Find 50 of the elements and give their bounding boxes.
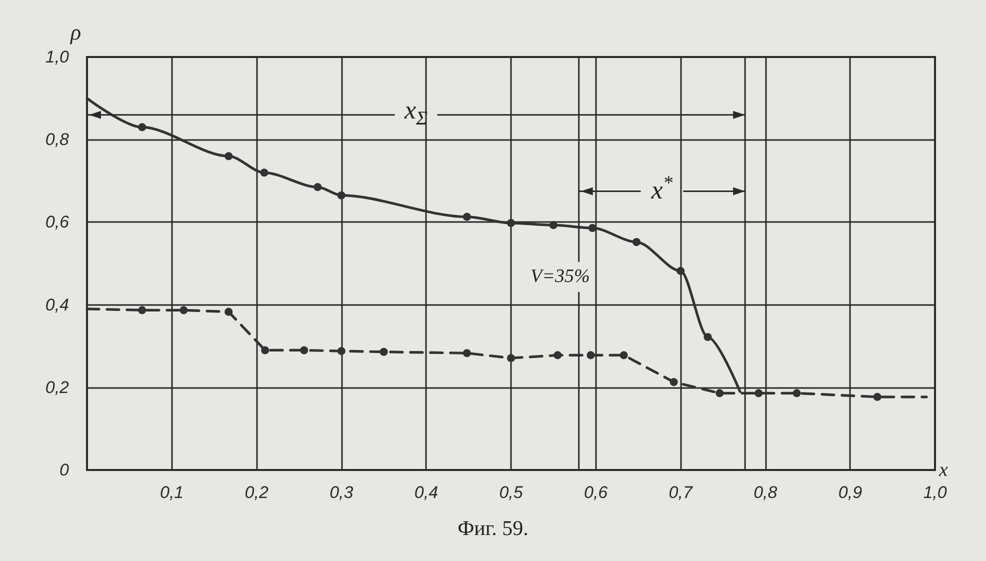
x-tick-label: 1,0 bbox=[923, 483, 948, 502]
point bbox=[754, 389, 763, 398]
point bbox=[554, 351, 562, 360]
point bbox=[507, 354, 515, 362]
point bbox=[261, 346, 270, 354]
point bbox=[138, 306, 146, 314]
point bbox=[314, 183, 322, 192]
point bbox=[138, 123, 146, 132]
point bbox=[632, 238, 641, 246]
point bbox=[224, 152, 233, 160]
y-tick-label: 0,6 bbox=[45, 212, 70, 232]
point bbox=[588, 224, 596, 232]
point bbox=[704, 333, 712, 342]
point bbox=[549, 221, 558, 230]
point bbox=[507, 219, 515, 228]
x-tick-label: 0,7 bbox=[668, 483, 693, 502]
annotation: x$^{*}$ bbox=[651, 172, 673, 205]
point bbox=[380, 348, 388, 356]
point bbox=[716, 389, 724, 398]
x-tick-label: 0,8 bbox=[754, 483, 778, 502]
x-tick-label: 0,4 bbox=[414, 483, 438, 502]
point bbox=[670, 378, 678, 386]
point bbox=[792, 389, 801, 398]
point bbox=[224, 308, 233, 316]
y-tick-label: 0,2 bbox=[45, 378, 70, 397]
point bbox=[586, 351, 595, 360]
x-tick-label: 0,3 bbox=[330, 483, 354, 502]
y-tick-label: 0,8 bbox=[45, 130, 70, 150]
point bbox=[676, 266, 685, 275]
point bbox=[180, 306, 188, 314]
y-tick-label: 0,4 bbox=[45, 295, 69, 314]
point bbox=[873, 392, 882, 401]
y-axis-title: ρ bbox=[69, 20, 81, 44]
x-tick-label: 0,9 bbox=[838, 483, 863, 502]
x-tick-label: 0,2 bbox=[244, 483, 269, 502]
annotation: V=35% bbox=[530, 266, 590, 288]
y-tick-label: 0 bbox=[60, 460, 70, 480]
x-axis-title: x bbox=[938, 459, 948, 481]
x-tick-label: 0,6 bbox=[584, 483, 608, 502]
point bbox=[260, 168, 268, 177]
x-tick-label: 0,1 bbox=[160, 483, 184, 502]
y-tick-label: 1,0 bbox=[45, 48, 70, 66]
x-tick-label: 0,5 bbox=[499, 483, 524, 502]
point bbox=[337, 191, 346, 200]
point bbox=[462, 212, 471, 221]
point bbox=[337, 347, 346, 356]
text: Фиг. 59. bbox=[458, 516, 528, 540]
point bbox=[300, 346, 308, 354]
point bbox=[462, 349, 471, 358]
point bbox=[620, 351, 628, 360]
